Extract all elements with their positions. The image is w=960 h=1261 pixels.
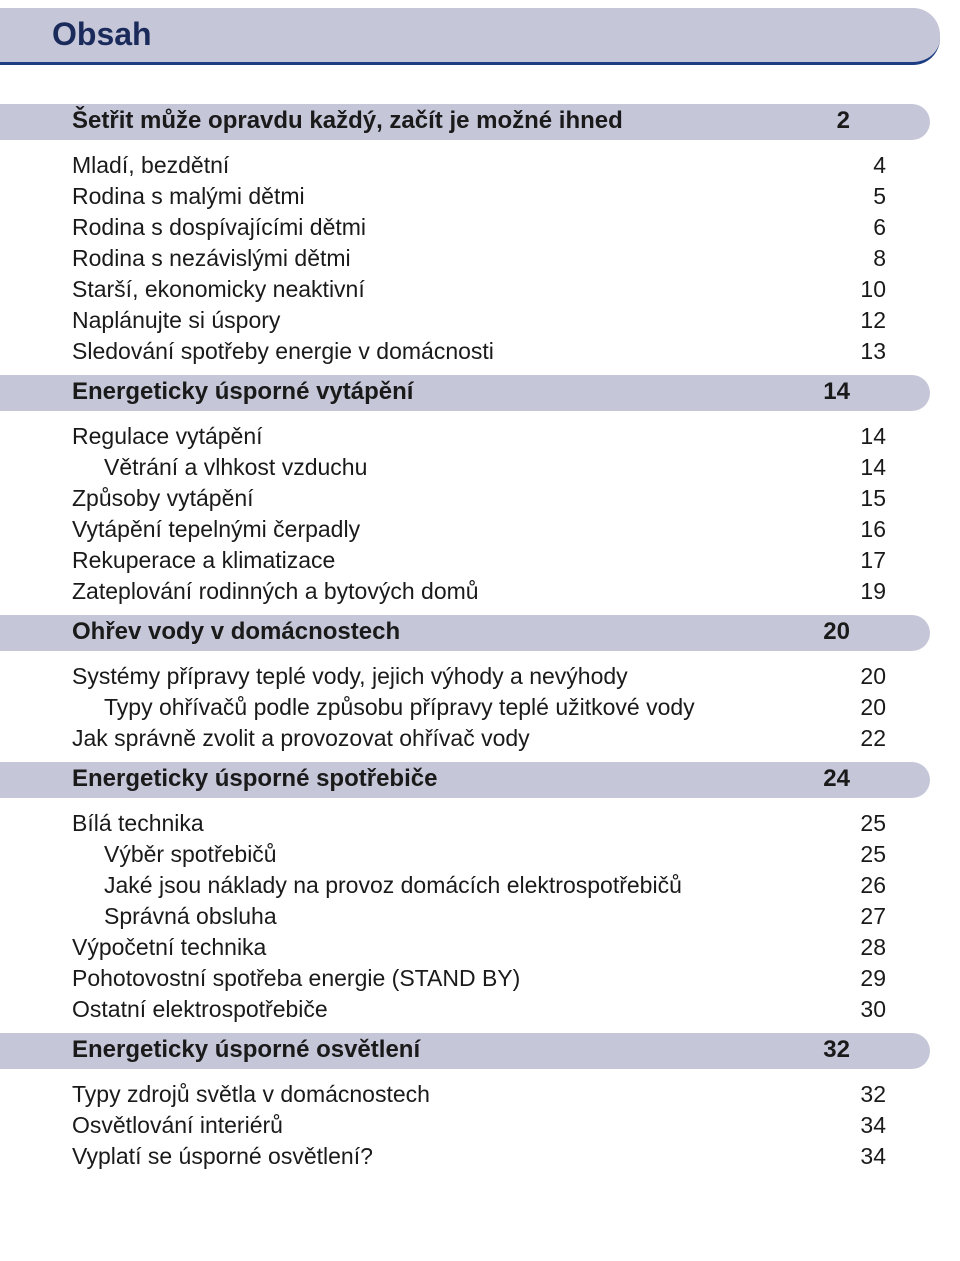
toc-entry-label: Rodina s malými dětmi (72, 183, 305, 210)
toc-entry-label: Rekuperace a klimatizace (72, 547, 335, 574)
toc-entry-page: 19 (860, 578, 904, 605)
section-page-number: 14 (823, 378, 850, 406)
toc-entry-page: 16 (860, 516, 904, 543)
toc-entry: Typy zdrojů světla v domácnostech 32 (72, 1079, 904, 1110)
toc-entry: Pohotovostní spotřeba energie (STAND BY)… (72, 963, 904, 994)
toc-entry-label: Bílá technika (72, 810, 204, 837)
toc-entry: Ostatní elektrospotřebiče 30 (72, 994, 904, 1025)
section-title: Energeticky úsporné osvětlení (72, 1036, 420, 1064)
toc-entry-label: Vytápění tepelnými čerpadly (72, 516, 360, 543)
toc-entry: Bílá technika 25 (72, 808, 904, 839)
toc-entry-label: Správná obsluha (104, 903, 277, 930)
toc-entry: Vyplatí se úsporné osvětlení? 34 (72, 1141, 904, 1172)
toc-entry: Rekuperace a klimatizace 17 (72, 545, 904, 576)
toc-entry-label: Pohotovostní spotřeba energie (STAND BY) (72, 965, 520, 992)
toc-entry-page: 22 (860, 725, 904, 752)
section-title: Energeticky úsporné vytápění (72, 378, 413, 406)
toc-entry: Větrání a vlhkost vzduchu 14 (72, 452, 904, 483)
toc-entry: Zateplování rodinných a bytových domů 19 (72, 576, 904, 607)
toc-entry-page: 25 (860, 841, 904, 868)
toc-entry-page: 30 (860, 996, 904, 1023)
toc-entry-label: Sledování spotřeby energie v domácnosti (72, 338, 494, 365)
section-page-number: 20 (823, 618, 850, 646)
toc-entry: Regulace vytápění 14 (72, 421, 904, 452)
toc-entry-label: Typy ohřívačů podle způsobu přípravy tep… (104, 694, 695, 721)
toc-entry-label: Ostatní elektrospotřebiče (72, 996, 328, 1023)
toc-entry: Způsoby vytápění 15 (72, 483, 904, 514)
toc-entry: Výpočetní technika 28 (72, 932, 904, 963)
toc-entry-label: Starší, ekonomicky neaktivní (72, 276, 365, 303)
toc-entry: Vytápění tepelnými čerpadly 16 (72, 514, 904, 545)
toc-entry-label: Regulace vytápění (72, 423, 263, 450)
toc-entry-page: 13 (860, 338, 904, 365)
toc-entry: Naplánujte si úspory 12 (72, 305, 904, 336)
toc-entry-label: Mladí, bezdětní (72, 152, 229, 179)
toc-entry-label: Výběr spotřebičů (104, 841, 277, 868)
toc-entry-page: 32 (860, 1081, 904, 1108)
toc-entry: Jaké jsou náklady na provoz domácích ele… (72, 870, 904, 901)
toc-entry-label: Větrání a vlhkost vzduchu (104, 454, 367, 481)
toc-entry: Typy ohřívačů podle způsobu přípravy tep… (72, 692, 904, 723)
page-title: Obsah (52, 16, 152, 53)
toc-entry: Starší, ekonomicky neaktivní 10 (72, 274, 904, 305)
toc-entry-label: Rodina s nezávislými dětmi (72, 245, 351, 272)
toc-entry: Rodina s malými dětmi 5 (72, 181, 904, 212)
toc-entry: Systémy přípravy teplé vody, jejich výho… (72, 661, 904, 692)
toc-entry-page: 26 (860, 872, 904, 899)
toc-section-header: Ohřev vody v domácnostech 20 (0, 615, 904, 655)
section-title: Ohřev vody v domácnostech (72, 618, 400, 646)
toc-entry-page: 5 (873, 183, 904, 210)
toc-entry-label: Výpočetní technika (72, 934, 266, 961)
toc-entry: Správná obsluha 27 (72, 901, 904, 932)
toc-entry-page: 4 (873, 152, 904, 179)
section-title: Šetřit může opravdu každý, začít je možn… (72, 107, 623, 135)
toc-entry-label: Vyplatí se úsporné osvětlení? (72, 1143, 373, 1170)
toc-entry-page: 14 (860, 454, 904, 481)
toc-entry-label: Typy zdrojů světla v domácnostech (72, 1081, 430, 1108)
toc-entry-page: 29 (860, 965, 904, 992)
section-page-number: 32 (823, 1036, 850, 1064)
toc-entry-page: 28 (860, 934, 904, 961)
toc-entry-label: Zateplování rodinných a bytových domů (72, 578, 479, 605)
page-header: Obsah (0, 0, 960, 80)
toc-entry: Rodina s nezávislými dětmi 8 (72, 243, 904, 274)
toc-entry-label: Systémy přípravy teplé vody, jejich výho… (72, 663, 628, 690)
toc-section-header: Energeticky úsporné vytápění 14 (0, 375, 904, 415)
toc-entry-page: 25 (860, 810, 904, 837)
toc-entry-page: 6 (873, 214, 904, 241)
toc-entry-label: Jak správně zvolit a provozovat ohřívač … (72, 725, 530, 752)
toc-entry: Sledování spotřeby energie v domácnosti 1… (72, 336, 904, 367)
toc-entry-page: 20 (860, 663, 904, 690)
table-of-contents: Šetřit může opravdu každý, začít je možn… (72, 104, 904, 1172)
toc-entry-page: 27 (860, 903, 904, 930)
toc-section-header: Šetřit může opravdu každý, začít je možn… (0, 104, 904, 144)
toc-entry-page: 8 (873, 245, 904, 272)
toc-section-header: Energeticky úsporné osvětlení 32 (0, 1033, 904, 1073)
toc-entry-page: 20 (860, 694, 904, 721)
toc-section-header: Energeticky úsporné spotřebiče 24 (0, 762, 904, 802)
toc-entry: Osvětlování interiérů 34 (72, 1110, 904, 1141)
toc-entry-page: 17 (860, 547, 904, 574)
toc-entry: Jak správně zvolit a provozovat ohřívač … (72, 723, 904, 754)
toc-entry-label: Způsoby vytápění (72, 485, 254, 512)
toc-entry: Výběr spotřebičů 25 (72, 839, 904, 870)
toc-entry: Mladí, bezdětní 4 (72, 150, 904, 181)
section-title: Energeticky úsporné spotřebiče (72, 765, 437, 793)
toc-entry-page: 34 (860, 1143, 904, 1170)
toc-entry-label: Osvětlování interiérů (72, 1112, 283, 1139)
toc-entry-label: Rodina s dospívajícími dětmi (72, 214, 366, 241)
toc-entry-page: 34 (860, 1112, 904, 1139)
toc-entry-page: 12 (860, 307, 904, 334)
section-page-number: 2 (837, 107, 850, 135)
toc-entry-page: 15 (860, 485, 904, 512)
page: Obsah Šetřit může opravdu každý, začít j… (0, 0, 960, 1212)
toc-entry-page: 14 (860, 423, 904, 450)
toc-entry-label: Jaké jsou náklady na provoz domácích ele… (104, 872, 682, 899)
toc-entry: Rodina s dospívajícími dětmi 6 (72, 212, 904, 243)
toc-entry-label: Naplánujte si úspory (72, 307, 280, 334)
toc-entry-page: 10 (860, 276, 904, 303)
section-page-number: 24 (823, 765, 850, 793)
